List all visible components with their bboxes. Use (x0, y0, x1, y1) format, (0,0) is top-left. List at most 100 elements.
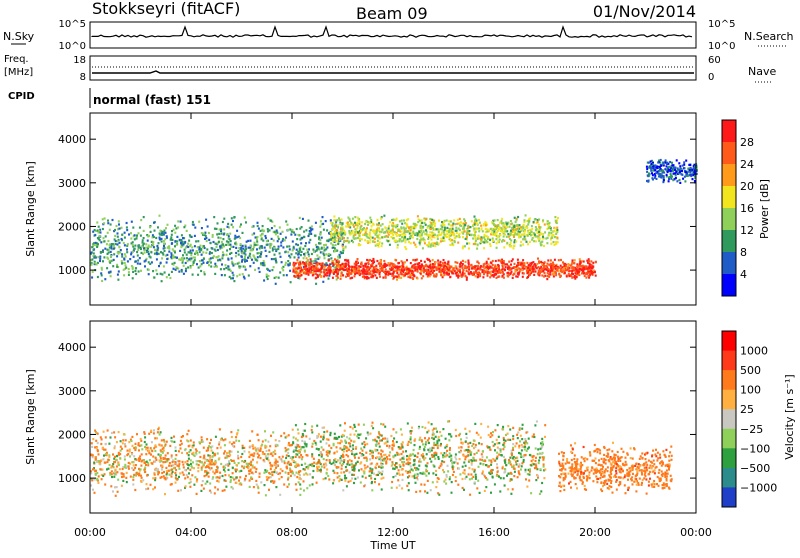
heatmap-cell (525, 226, 527, 228)
heatmap-cell (397, 244, 399, 246)
heatmap-cell (561, 271, 563, 273)
heatmap-cell (527, 272, 529, 274)
heatmap-cell (275, 462, 277, 464)
heatmap-cell (97, 243, 99, 245)
heatmap-cell (133, 464, 135, 466)
heatmap-cell (348, 230, 350, 232)
heatmap-cell (160, 460, 162, 462)
heatmap-cell (308, 220, 310, 222)
heatmap-cell (509, 226, 511, 228)
heatmap-cell (239, 482, 241, 484)
heatmap-cell (184, 469, 186, 471)
heatmap-cell (97, 256, 99, 258)
heatmap-cell (684, 167, 686, 169)
heatmap-cell (405, 241, 407, 243)
heatmap-cell (102, 251, 104, 253)
heatmap-cell (168, 465, 170, 467)
heatmap-cell (205, 235, 207, 237)
heatmap-cell (396, 272, 398, 274)
heatmap-cell (427, 271, 429, 273)
heatmap-cell (93, 252, 95, 254)
heatmap-cell (384, 236, 386, 238)
heatmap-cell (553, 264, 555, 266)
heatmap-cell (229, 454, 231, 456)
heatmap-cell (495, 238, 497, 240)
heatmap-cell (197, 467, 199, 469)
heatmap-cell (289, 262, 291, 264)
heatmap-cell (245, 248, 247, 250)
heatmap-cell (354, 273, 356, 275)
heatmap-cell (189, 245, 191, 247)
heatmap-cell (308, 263, 310, 265)
heatmap-cell (502, 239, 504, 241)
heatmap-cell (436, 228, 438, 230)
heatmap-cell (238, 265, 240, 267)
heatmap-cell (229, 253, 231, 255)
heatmap-cell (201, 263, 203, 265)
heatmap-cell (387, 273, 389, 275)
heatmap-cell (204, 462, 206, 464)
heatmap-cell (285, 251, 287, 253)
heatmap-cell (271, 269, 273, 271)
heatmap-cell (150, 447, 152, 449)
heatmap-cell (292, 240, 294, 242)
heatmap-cell (196, 479, 198, 481)
heatmap-cell (508, 261, 510, 263)
freq-left-tick-bottom: 8 (80, 72, 86, 83)
heatmap-cell (298, 251, 300, 253)
heatmap-cell (201, 441, 203, 443)
heatmap-cell (287, 478, 289, 480)
heatmap-cell (303, 253, 305, 255)
heatmap-cell (121, 253, 123, 255)
heatmap-cell (186, 474, 188, 476)
heatmap-cell (308, 248, 310, 250)
heatmap-cell (175, 446, 177, 448)
heatmap-cell (266, 450, 268, 452)
heatmap-cell (522, 226, 524, 228)
heatmap-cell (91, 246, 93, 248)
heatmap-cell (499, 234, 501, 236)
heatmap-cell (98, 226, 100, 228)
heatmap-cell (555, 241, 557, 243)
heatmap-cell (577, 272, 579, 274)
heatmap-cell (174, 256, 176, 258)
heatmap-cell (398, 277, 400, 279)
heatmap-cell (478, 227, 480, 229)
heatmap-cell (507, 233, 509, 235)
heatmap-cell (131, 436, 133, 438)
heatmap-cell (130, 237, 132, 239)
heatmap-cell (440, 271, 442, 273)
heatmap-cell (297, 244, 299, 246)
heatmap-cell (161, 468, 163, 470)
heatmap-cell (440, 274, 442, 276)
heatmap-cell (186, 230, 188, 232)
heatmap-cell (204, 273, 206, 275)
heatmap-cell (126, 472, 128, 474)
heatmap-cell (193, 256, 195, 258)
heatmap-cell (107, 429, 109, 431)
heatmap-cell (395, 226, 397, 228)
heatmap-cell (101, 280, 103, 282)
heatmap-cell (134, 489, 136, 491)
heatmap-cell (289, 228, 291, 230)
heatmap-cell (163, 245, 165, 247)
heatmap-cell (128, 465, 130, 467)
heatmap-cell (188, 445, 190, 447)
heatmap-cell (276, 230, 278, 232)
heatmap-cell (192, 461, 194, 463)
heatmap-cell (100, 272, 102, 274)
heatmap-cell (249, 470, 251, 472)
heatmap-cell (138, 270, 140, 272)
heatmap-cell (450, 224, 452, 226)
heatmap-cell (320, 220, 322, 222)
heatmap-cell (435, 267, 437, 269)
heatmap-cell (248, 456, 250, 458)
heatmap-cell (420, 225, 422, 227)
heatmap-cell (459, 266, 461, 268)
heatmap-cell (682, 165, 684, 167)
heatmap-cell (330, 236, 332, 238)
heatmap-cell (424, 222, 426, 224)
heatmap-cell (152, 488, 154, 490)
heatmap-cell (393, 219, 395, 221)
heatmap-cell (378, 229, 380, 231)
